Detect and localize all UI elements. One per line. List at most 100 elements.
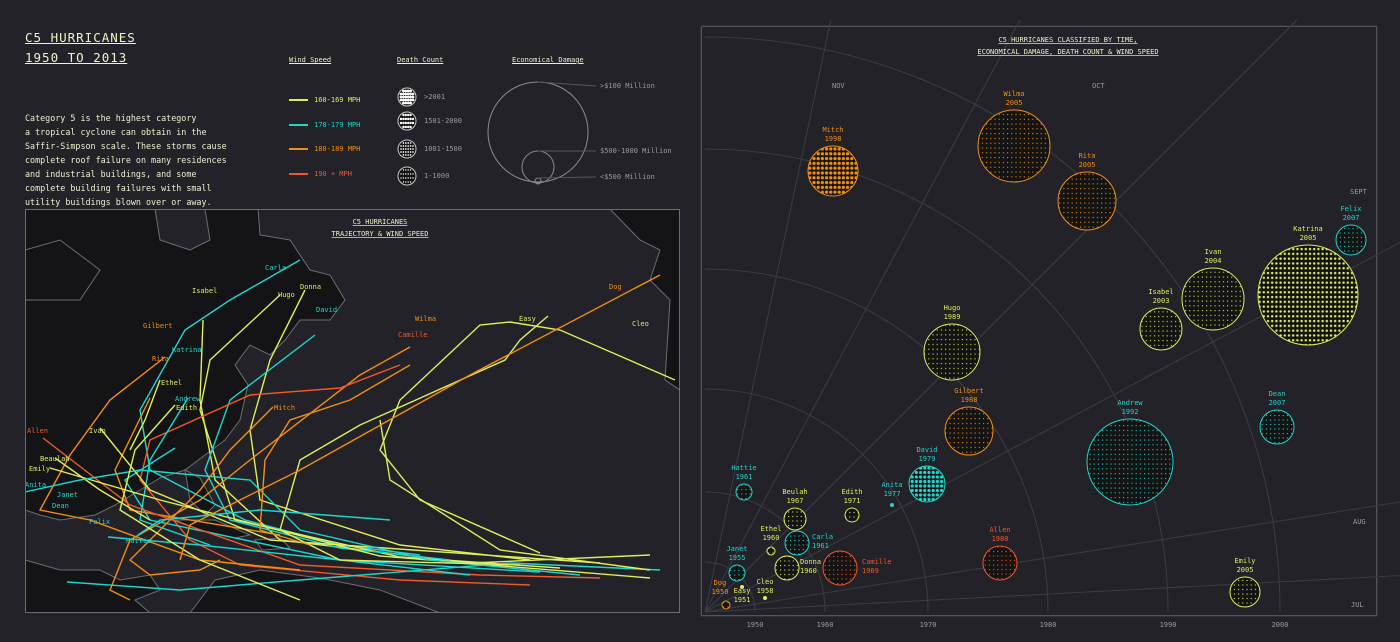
bubble-circle[interactable] xyxy=(1257,244,1359,346)
bubble-circle[interactable] xyxy=(1335,224,1367,256)
bubble-circle[interactable] xyxy=(1086,418,1174,506)
map-hurricane-label: Carla xyxy=(265,264,286,272)
land-central-america xyxy=(25,559,161,613)
month-label: SEPT xyxy=(1350,188,1368,196)
bubble-name: Hattie xyxy=(731,464,756,472)
map-hurricane-label: Edith xyxy=(176,404,197,412)
map-hurricane-label: Easy xyxy=(519,315,536,323)
map-hurricane-label: Beaulah xyxy=(40,455,70,463)
bubble-year: 2005 xyxy=(1300,234,1317,242)
bubble-circle[interactable] xyxy=(890,503,894,507)
bubble-name: Edith xyxy=(841,488,862,496)
bubble-name: Ivan xyxy=(1205,248,1222,256)
description-line: and industrial buildings, and some xyxy=(25,169,197,179)
hurricane-track xyxy=(139,259,421,556)
hurricane-track xyxy=(279,315,549,566)
map-hurricane-label: Cleo xyxy=(632,320,649,328)
year-tick-label: 1980 xyxy=(1040,621,1057,629)
bubble-circle[interactable] xyxy=(740,585,744,589)
bubble-circle[interactable] xyxy=(1057,171,1117,231)
description-line: complete roof failure on many residences xyxy=(25,155,227,165)
bubble-circle[interactable] xyxy=(766,546,776,556)
year-tick-label: 1990 xyxy=(1160,621,1177,629)
bubble-name: David xyxy=(916,446,937,454)
bubble-circle[interactable] xyxy=(822,550,858,586)
map-hurricane-label: Dog xyxy=(609,283,622,291)
description-line: Saffir-Simpson scale. These storms cause xyxy=(25,141,227,151)
bubble-year: 1961 xyxy=(736,473,753,481)
bubble-circle[interactable] xyxy=(844,507,860,523)
hurricane-track xyxy=(259,364,411,546)
hurricane-track xyxy=(107,536,471,576)
bubble-circle[interactable] xyxy=(1181,267,1245,331)
month-label: NOV xyxy=(832,82,845,90)
bubble-year: 1989 xyxy=(944,313,961,321)
bubble-name: Beulah xyxy=(782,488,807,496)
bubble-circle[interactable] xyxy=(982,545,1018,581)
bubble-circle[interactable] xyxy=(763,596,767,600)
bubble-circle[interactable] xyxy=(783,507,807,531)
map-hurricane-label: Ethel xyxy=(161,379,182,387)
bubble-circle[interactable] xyxy=(908,465,946,503)
bubble-name: Allen xyxy=(989,526,1010,534)
bubble-circle[interactable] xyxy=(1259,409,1295,445)
month-ray xyxy=(704,20,1298,613)
map-hurricane-label: Hugo xyxy=(278,291,295,299)
bubble-circle[interactable] xyxy=(774,555,800,581)
map-hurricane-label: Katrina xyxy=(172,346,202,354)
bubble-circle[interactable] xyxy=(923,323,981,381)
bubble-circle[interactable] xyxy=(944,406,994,456)
description-line: Category 5 is the highest category xyxy=(25,113,197,123)
bubble-circle[interactable] xyxy=(728,564,746,582)
bubble-circle[interactable] xyxy=(807,145,859,197)
map-title-line1: C5 HURRICANES xyxy=(353,218,408,226)
legend-death-swatch xyxy=(397,139,417,159)
bubble-circle[interactable] xyxy=(721,600,731,610)
bubble-circle[interactable] xyxy=(1229,576,1261,608)
bubble-name: Donna xyxy=(800,558,821,566)
description-line: utility buildings blown over or away. xyxy=(25,197,212,207)
bubble-circle[interactable] xyxy=(784,530,810,556)
bubble-circle[interactable] xyxy=(1139,307,1183,351)
bubble-name: Hugo xyxy=(944,304,961,312)
map-hurricane-label: Anita xyxy=(25,481,46,489)
bubble-year: 1979 xyxy=(919,455,936,463)
bubble-circle[interactable] xyxy=(977,109,1051,183)
bubble-year: 1958 xyxy=(757,587,774,595)
bubble-name: Wilma xyxy=(1003,90,1024,98)
land-europe xyxy=(609,209,680,391)
hurricane-track xyxy=(49,467,651,579)
hurricane-track xyxy=(66,562,661,591)
legend-leader-line xyxy=(537,81,597,87)
legend-damage-label: >$100 Million xyxy=(600,82,655,90)
bubble-circle[interactable] xyxy=(735,483,753,501)
map-hurricane-label: David xyxy=(316,306,337,314)
legend-wind-label: 190 + MPH xyxy=(314,170,352,178)
